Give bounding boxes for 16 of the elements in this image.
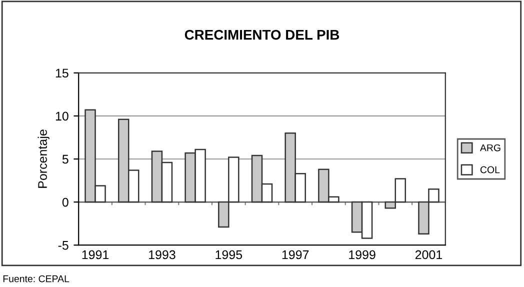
x-tick-label: 1991 [82,250,109,260]
legend-label: ARG [480,144,500,152]
x-tick-label: 1997 [282,250,309,260]
y-axis-title: Porcentaje [38,130,50,188]
x-tick-label: 1999 [349,250,376,260]
y-tick-label: 10 [56,112,68,121]
y-tick-label: 15 [56,68,68,78]
x-tick-label: 1993 [149,250,176,260]
x-tick-label: 1995 [216,250,242,260]
y-tick-label: 0 [62,198,68,207]
chart-title: CRECIMIENTO DEL PIB [184,30,340,40]
legend-label: COL [480,166,500,174]
y-tick-label: -5 [58,241,68,250]
source-note: Fuente: CEPAL [3,275,70,282]
y-tick-label: 5 [62,154,68,164]
x-tick-label: 2001 [415,250,442,260]
